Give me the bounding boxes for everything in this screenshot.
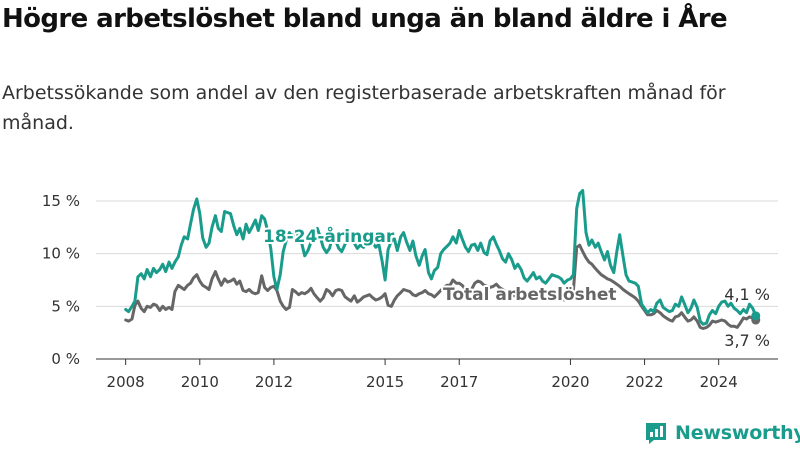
- series-line-young: [124, 189, 758, 326]
- end-value-total: 3,7 %: [724, 331, 770, 350]
- x-tick-label: 2015: [366, 373, 404, 391]
- brand-name: Newsworthy: [675, 422, 800, 444]
- newsworthy-logo: Newsworthy: [645, 419, 800, 447]
- end-value-young: 4,1 %: [724, 285, 770, 304]
- series-lines: [124, 189, 761, 330]
- y-tick-label: 15 %: [42, 192, 80, 210]
- series-line-total: [124, 243, 758, 330]
- x-tick-label: 2008: [107, 373, 145, 391]
- x-tick-label: 2010: [181, 373, 219, 391]
- x-tick-label: 2017: [440, 373, 478, 391]
- chart-subtitle: Arbetssökande som andel av den registerb…: [2, 82, 726, 134]
- end-point-young: [751, 311, 761, 321]
- x-tick-label: 2022: [625, 373, 663, 391]
- x-tick-label: 2024: [700, 373, 738, 391]
- y-tick-label: 10 %: [42, 245, 80, 263]
- y-tick-label: 0 %: [51, 350, 80, 368]
- series-labels: 18-24-åringar Total arbetslöshet 4,1 % 3,7 …: [261, 223, 772, 352]
- y-tick-label: 5 %: [51, 297, 80, 315]
- grid: 0 % 5 % 10 % 15 % 2008 2010 2012 2015 2017 2020 20…: [42, 192, 778, 391]
- x-tick-label: 2020: [551, 373, 589, 391]
- x-tick-label: 2012: [255, 373, 293, 391]
- newsworthy-logo-icon: [646, 423, 666, 444]
- series-label-total: Total arbetslöshet: [443, 285, 617, 305]
- chart-title: Högre arbetslöshet bland unga än bland ä…: [2, 4, 728, 34]
- series-label-young: 18-24-åringar: [263, 225, 395, 247]
